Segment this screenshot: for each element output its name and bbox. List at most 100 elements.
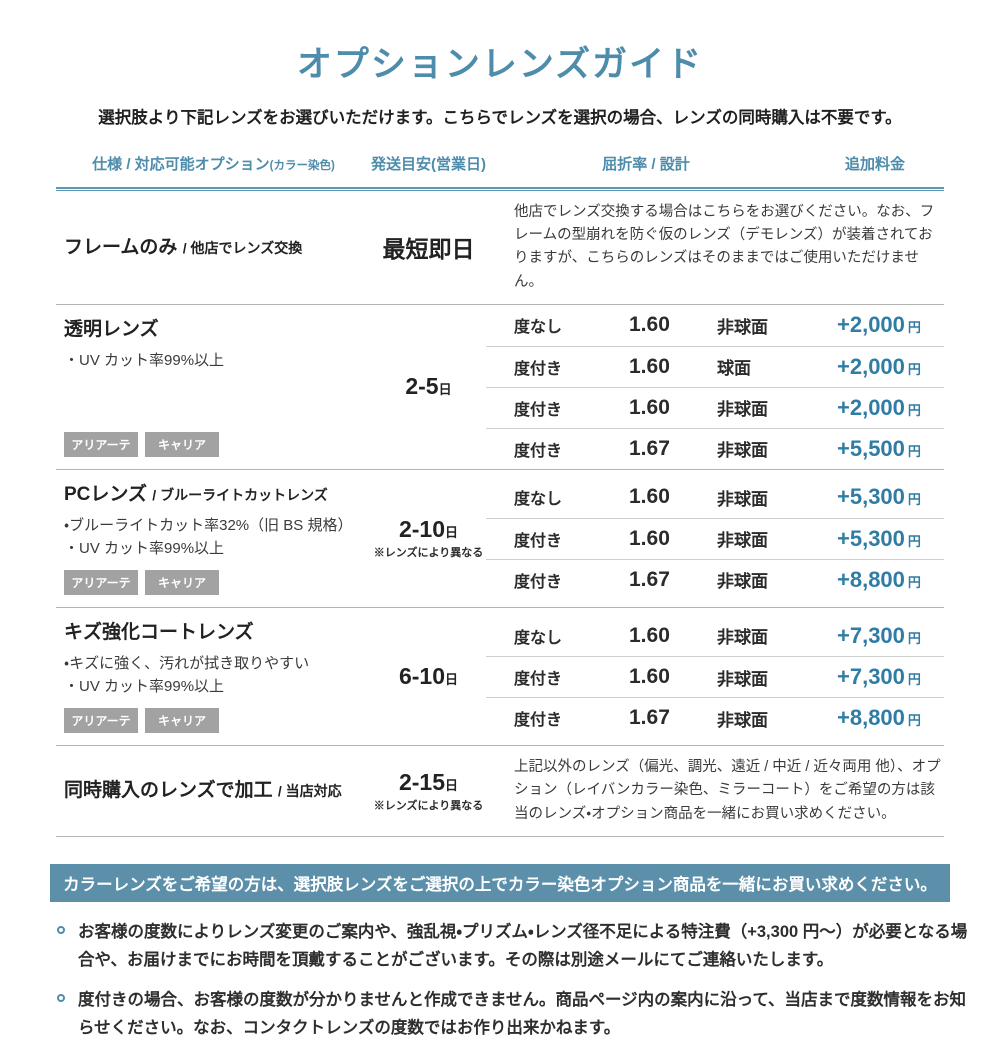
shipping-cell: 2-5日	[371, 305, 486, 469]
detail-cell: 度なし 1.60 非球面 +2,000 円 度付き 1.60 球面 +2,000 円…	[486, 305, 944, 469]
spec-cell: 同時購入のレンズで加工 / 当店対応	[56, 771, 371, 811]
option-price-value: +2,000	[837, 312, 905, 338]
option-price-currency: 円	[907, 672, 921, 688]
shipping-days: 6-10日	[399, 663, 458, 690]
row-name: 透明レンズ	[64, 318, 159, 340]
detail-cell: 度なし 1.60 非球面 +7,300 円 度付き 1.60 非球面 +7,300…	[486, 608, 944, 745]
column-header-index-design: 屈折率 / 設計	[602, 156, 690, 173]
option-price-currency: 円	[907, 533, 921, 549]
tag-list: アリアーテ キャリア	[64, 422, 363, 457]
shipping-days-value: 2-10	[398, 516, 446, 543]
spec-cell: 透明レンズ ・UV カット率99%以上 アリアーテ キャリア	[56, 305, 371, 469]
header-divider	[56, 187, 944, 191]
option-power: 度なし	[514, 491, 563, 509]
option-price-value: +5,500	[837, 435, 905, 461]
table-header-row: 仕様 / 対応可能オプション(カラー染色) 発送目安(営業日) 屈折率 / 設計…	[56, 153, 944, 187]
option-power: 度付き	[514, 532, 563, 550]
option-price-value: +2,000	[837, 353, 905, 379]
detail-cell: 上記以外のレンズ（偏光、調光、遠近 / 中近 / 近々両用 他）、オプション（レ…	[486, 746, 944, 836]
circle-bullet-icon	[57, 925, 65, 934]
option-power: 度なし	[514, 319, 563, 337]
option-price-currency: 円	[907, 492, 921, 508]
row-title: PCレンズ / ブルーライトカットレンズ	[64, 483, 363, 507]
option-price-value: +5,300	[837, 484, 905, 510]
feature-list: ・キズに強く、汚れが拭き取りやすい ・UV カット率99%以上	[64, 652, 363, 699]
option-index: 1.60	[629, 395, 670, 419]
column-header-shipping: 発送目安(営業日)	[371, 156, 486, 173]
row-title: キズ強化コートレンズ	[64, 621, 363, 645]
option-index: 1.67	[629, 436, 670, 460]
feature-item: ・キズに強く、汚れが拭き取りやすい	[64, 654, 310, 672]
option-index: 1.60	[629, 313, 670, 337]
tag-badge-ariarte: アリアーテ	[64, 570, 138, 595]
option-price: +5,500 円	[837, 436, 944, 462]
option-price-value: +5,300	[837, 525, 905, 551]
option-price: +7,300 円	[837, 664, 944, 690]
option-design: 球面	[717, 359, 751, 379]
option-power: 度付き	[514, 401, 563, 419]
row-description: 他店でレンズ交換する場合はこちらをお選びください。なお、フレームの型崩れを防ぐ仮…	[514, 204, 935, 290]
row-title: 同時購入のレンズで加工 / 当店対応	[64, 779, 363, 803]
feature-item: ・UV カット率99%以上	[64, 678, 225, 695]
color-lens-banner: カラーレンズをご希望の方は、選択肢レンズをご選択の上でカラー染色オプション商品を…	[50, 863, 950, 902]
option-price: +2,000 円	[837, 312, 944, 338]
tag-badge-carrier: キャリア	[145, 570, 219, 595]
shipping-cell: 6-10日	[371, 608, 486, 745]
shipping-days-value: 最短即日	[382, 236, 475, 263]
feature-item: ・UV カット率99%以上	[64, 539, 225, 557]
page-title: オプションレンズガイド	[296, 45, 704, 84]
row-name-suffix: / 当店対応	[277, 783, 342, 800]
option-index: 1.60	[629, 623, 670, 647]
option-price: +8,800 円	[837, 567, 944, 593]
option-row: 度なし 1.60 非球面 +2,000 円	[486, 305, 944, 346]
option-row: 度なし 1.60 非球面 +5,300 円	[486, 477, 944, 518]
option-row: 度付き 1.67 非球面 +5,500 円	[486, 427, 944, 469]
option-row: 度付き 1.67 非球面 +8,800 円	[486, 697, 944, 738]
option-price-value: +7,300	[837, 664, 905, 690]
table-row-scratch-coat-lens: キズ強化コートレンズ ・キズに強く、汚れが拭き取りやすい ・UV カット率99%…	[56, 608, 944, 747]
option-price: +5,300 円	[837, 484, 944, 510]
option-price-currency: 円	[907, 630, 921, 646]
shipping-days-unit: 日	[438, 382, 452, 398]
shipping-cell: 最短即日	[371, 230, 486, 264]
option-price-value: +7,300	[837, 622, 905, 648]
row-name-suffix: / 他店でレンズ交換	[182, 239, 303, 256]
lens-option-table: 仕様 / 対応可能オプション(カラー染色) 発送目安(営業日) 屈折率 / 設計…	[56, 153, 944, 837]
option-price: +2,000 円	[837, 395, 944, 421]
tag-badge-ariarte: アリアーテ	[64, 431, 138, 457]
option-index: 1.67	[629, 567, 670, 591]
option-row: 度付き 1.60 非球面 +2,000 円	[486, 386, 944, 428]
shipping-note: ※レンズにより異なる	[373, 547, 484, 560]
feature-item: ・UV カット率99%以上	[64, 351, 225, 369]
shipping-days-value: 6-10	[398, 663, 446, 690]
note-text: お客様の度数によりレンズ変更のご案内や、強乱視・プリズム・レンズ径不足による特注…	[78, 922, 968, 969]
option-price-value: +8,800	[837, 705, 905, 731]
row-name: フレームのみ	[64, 236, 178, 258]
shipping-days-unit: 日	[445, 778, 459, 794]
option-price-currency: 円	[907, 320, 921, 336]
option-design: 非球面	[717, 710, 768, 730]
spec-cell: PCレンズ / ブルーライトカットレンズ ・ブルーライトカット率32%（旧 BS…	[56, 470, 371, 607]
option-row: 度付き 1.67 非球面 +8,800 円	[486, 558, 944, 600]
tag-list: アリアーテ キャリア	[64, 560, 363, 595]
feature-list: ・UV カット率99%以上	[64, 349, 363, 372]
note-item: 度付きの場合、お客様の度数が分かりませんと作成できません。商品ページ内の案内に沿…	[57, 987, 970, 1042]
footnotes: お客様の度数によりレンズ変更のご案内や、強乱視・プリズム・レンズ径不足による特注…	[57, 919, 970, 1043]
table-row-pc-lens: PCレンズ / ブルーライトカットレンズ ・ブルーライトカット率32%（旧 BS…	[56, 470, 944, 608]
shipping-cell: 2-15日 ※レンズにより異なる	[371, 769, 486, 813]
option-index: 1.60	[629, 526, 670, 550]
shipping-days: 2-15日	[399, 769, 458, 796]
option-power: 度なし	[514, 629, 563, 647]
option-design: 非球面	[717, 400, 768, 420]
feature-list: ・ブルーライトカット率32%（旧 BS 規格） ・UV カット率99%以上	[64, 514, 363, 561]
option-price-currency: 円	[907, 402, 921, 418]
option-price: +8,800 円	[837, 705, 944, 731]
option-price-value: +8,800	[837, 566, 905, 592]
option-price-currency: 円	[907, 361, 921, 377]
shipping-days-value: 2-15	[398, 769, 446, 796]
shipping-days: 2-5日	[405, 373, 451, 400]
option-price-currency: 円	[907, 713, 921, 729]
tag-list: アリアーテ キャリア	[64, 698, 363, 734]
shipping-days-value: 2-5	[405, 373, 439, 400]
